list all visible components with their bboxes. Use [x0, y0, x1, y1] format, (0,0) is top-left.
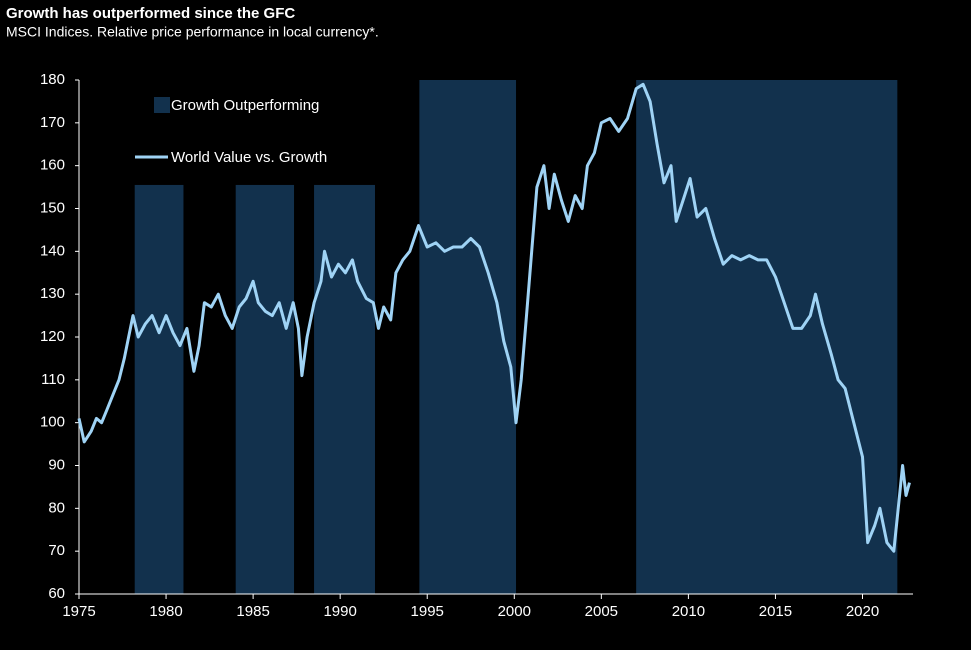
x-tick-label: 2005: [585, 603, 618, 620]
chart-title: Growth has outperformed since the GFC: [6, 5, 295, 22]
shaded-period: [314, 184, 375, 595]
legend-label: World Value vs. Growth: [171, 149, 327, 166]
chart-subtitle: MSCI Indices. Relative price performance…: [6, 24, 379, 40]
legend-label: Growth Outperforming: [171, 97, 319, 114]
x-tick-label: 2010: [672, 603, 705, 620]
y-tick-label: 160: [40, 157, 65, 174]
y-tick-label: 90: [48, 456, 65, 473]
y-tick-label: 120: [40, 328, 65, 345]
x-tick-label: 1990: [323, 603, 356, 620]
x-tick-label: 2015: [759, 603, 792, 620]
y-tick-label: 100: [40, 414, 65, 431]
shaded-period: [134, 184, 184, 595]
shaded-period: [636, 80, 898, 594]
y-tick-label: 80: [48, 499, 65, 516]
y-tick-label: 150: [40, 199, 65, 216]
y-tick-label: 70: [48, 542, 65, 559]
shaded-period: [419, 80, 517, 594]
x-tick-label: 1995: [411, 603, 444, 620]
y-tick-label: 170: [40, 114, 65, 131]
y-tick-label: 180: [40, 71, 65, 88]
x-tick-label: 1985: [236, 603, 269, 620]
y-tick-label: 130: [40, 285, 65, 302]
x-tick-label: 2020: [846, 603, 879, 620]
y-tick-label: 60: [48, 585, 65, 602]
legend-swatch: [154, 97, 170, 113]
y-tick-label: 110: [41, 371, 65, 388]
shaded-period: [235, 184, 295, 595]
y-tick-label: 140: [40, 242, 65, 259]
x-tick-label: 2000: [498, 603, 531, 620]
series-line: [77, 82, 911, 553]
x-tick-label: 1975: [62, 603, 95, 620]
x-tick-label: 1980: [149, 603, 182, 620]
